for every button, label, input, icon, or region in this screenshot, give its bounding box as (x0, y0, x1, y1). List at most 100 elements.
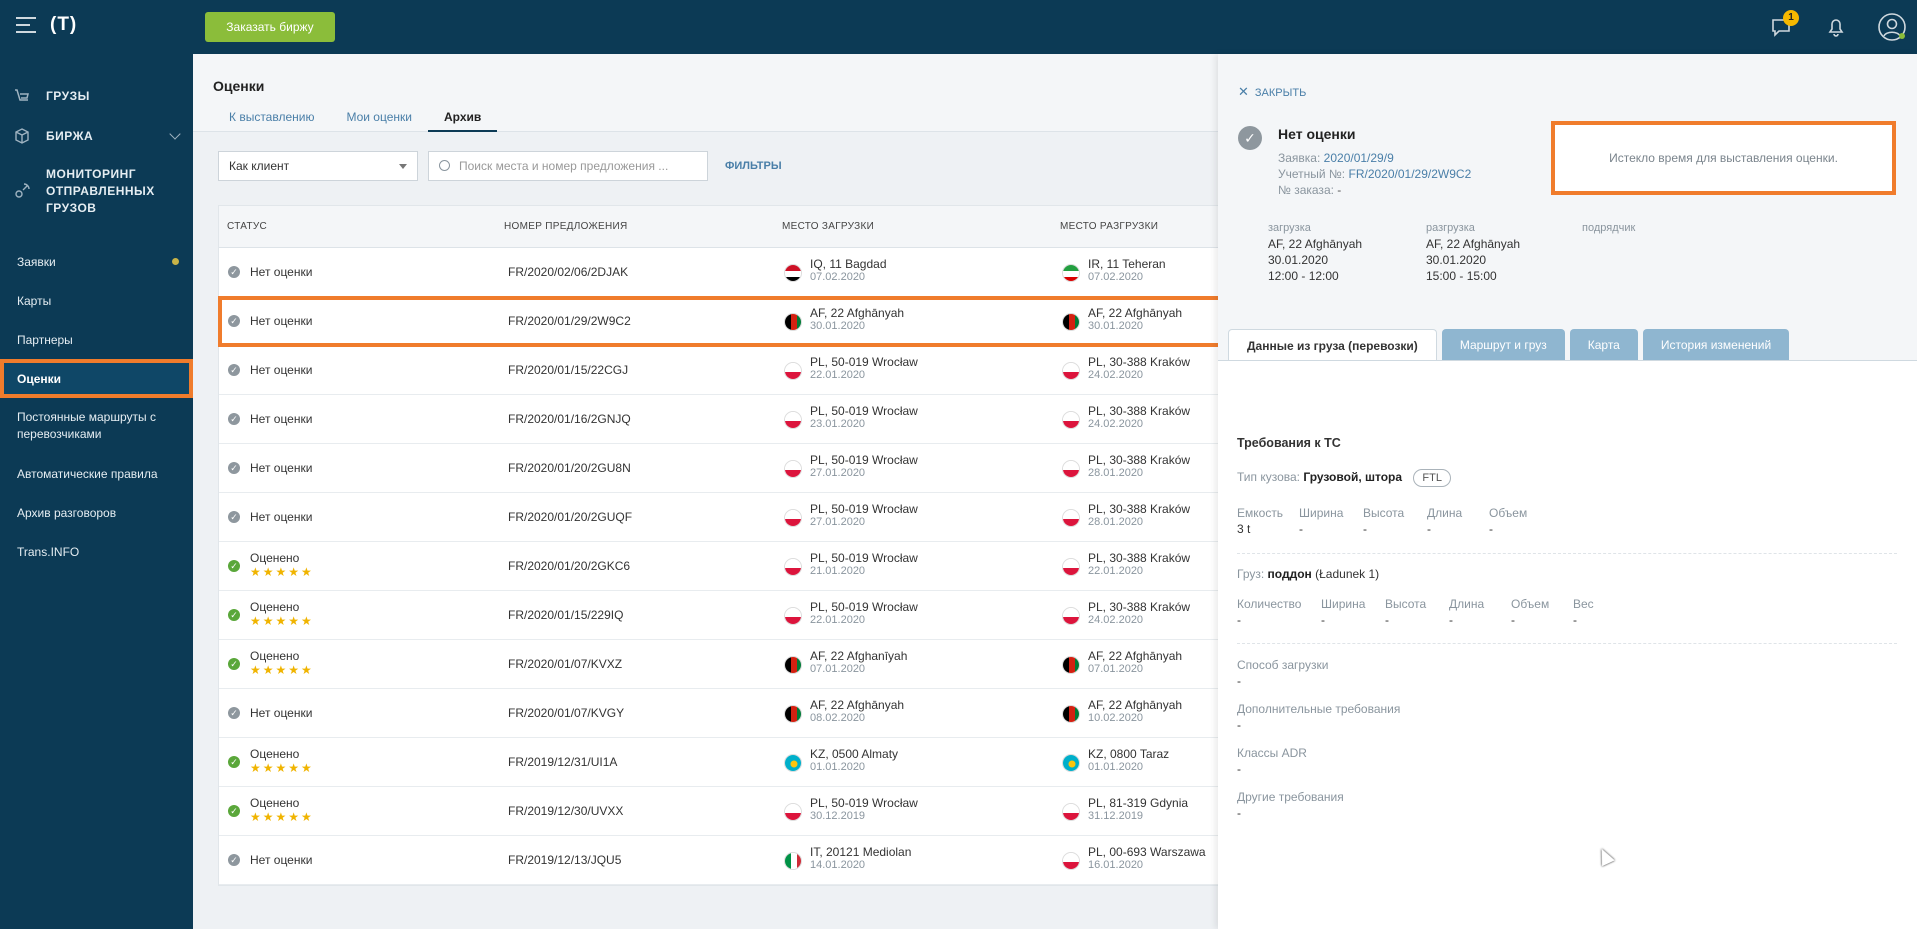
dimension-column: Ширина - (1299, 505, 1343, 537)
account-link[interactable]: FR/2020/01/29/2W9C2 (1348, 167, 1472, 181)
load-date: 22.01.2020 (810, 614, 866, 626)
menu-icon[interactable] (16, 17, 36, 33)
dimension-value: - (1489, 522, 1493, 536)
offer-number[interactable]: FR/2020/01/15/229IQ (508, 608, 624, 622)
offer-number[interactable]: FR/2020/01/20/2GUQF (508, 510, 633, 524)
table-row[interactable]: ✓ Оценено ★★★★★ FR/2019/12/30/UVXX PL, 50-01… (219, 787, 1417, 836)
tab-cargo-data[interactable]: Данные из груза (перевозки) (1228, 329, 1437, 361)
table-row[interactable]: ✓ Нет оценки FR/2020/01/20/2GUQF PL, 50-019… (219, 493, 1417, 542)
sidebar-item-requests[interactable]: Заявки (0, 242, 193, 281)
unload-date: 24.02.2020 (1088, 614, 1144, 626)
table-row[interactable]: ✓ Нет оценки FR/2020/02/06/2DJAK IQ, 11 Bag… (219, 248, 1417, 297)
table-row[interactable]: ✓ Оценено ★★★★★ FR/2019/12/31/UI1A KZ, 0500 … (219, 738, 1417, 787)
table-row[interactable]: ✓ Нет оценки FR/2020/01/20/2GU8N PL, 50-019… (219, 444, 1417, 493)
logo[interactable]: (T) (50, 14, 78, 35)
status-cell: Нет оценки (250, 461, 312, 475)
tab-map[interactable]: Карта (1569, 329, 1638, 361)
status-check-icon: ✓ (228, 413, 240, 425)
table-row[interactable]: ✓ Нет оценки FR/2019/12/13/JQU5 IT, 20121 M… (219, 836, 1417, 885)
sidebar-item-auto-rules[interactable]: Автоматические правила (0, 454, 193, 493)
load-date: 27.01.2020 (810, 467, 866, 479)
loading-place: AF, 22 Afghānyah (1268, 237, 1363, 251)
status-text: Оценено (250, 649, 300, 663)
status-cell: Оценено ★★★★★ (250, 551, 314, 579)
offer-number[interactable]: FR/2020/01/07/KVXZ (508, 657, 623, 671)
sidebar-item-transinfo[interactable]: Trans.INFO (0, 532, 193, 571)
unload-date: 07.02.2020 (1088, 271, 1144, 283)
load-date: 27.01.2020 (810, 516, 866, 528)
load-place: PL, 50-019 Wrocław (810, 600, 918, 614)
offer-number[interactable]: FR/2020/01/07/KVGY (508, 706, 625, 720)
sidebar-item-routes[interactable]: Постоянные маршруты с перевозчиками (0, 398, 193, 454)
load-date: 30.01.2020 (810, 320, 866, 332)
role-select[interactable]: Как клиент (218, 151, 418, 181)
dimension-value: - (1573, 613, 1577, 627)
expired-notice: Истекло время для выставления оценки. (1551, 121, 1896, 195)
offer-number[interactable]: FR/2020/01/16/2GNJQ (508, 412, 631, 426)
search-input[interactable]: Поиск места и номер предложения ... (428, 151, 708, 181)
filters-link[interactable]: ФИЛЬТРЫ (725, 160, 782, 172)
col-number[interactable]: НОМЕР ПРЕДЛОЖЕНИЯ (504, 221, 628, 232)
offer-number[interactable]: FR/2020/01/15/22CGJ (508, 363, 629, 377)
sidebar-item-cargo[interactable]: ГРУЗЫ (0, 76, 193, 116)
offer-number[interactable]: FR/2020/02/06/2DJAK (508, 265, 629, 279)
flag-pl-icon (1062, 558, 1080, 576)
search-icon (439, 160, 450, 171)
unload-place-cell: PL, 30-388 Kraków 28.01.2020 (1088, 502, 1190, 528)
load-place: KZ, 0500 Almaty (810, 747, 899, 761)
sidebar-item-label: Автоматические правила (17, 466, 158, 481)
close-button[interactable]: ✕ ЗАКРЫТЬ (1238, 84, 1306, 100)
sidebar-item-label: Партнеры (17, 332, 73, 347)
sidebar-item-monitoring[interactable]: МОНИТОРИНГ ОТПРАВЛЕННЫХ ГРУЗОВ (0, 156, 193, 226)
table-row[interactable]: ✓ Оценено ★★★★★ FR/2020/01/15/229IQ PL, 50-0… (219, 591, 1417, 640)
body-type-label: Тип кузова: (1237, 470, 1301, 484)
tab-my-ratings[interactable]: Мои оценки (346, 110, 412, 124)
sidebar-item-chat-archive[interactable]: Архив разговоров (0, 493, 193, 532)
unload-date: 28.01.2020 (1088, 467, 1144, 479)
dimension-value: - (1385, 613, 1389, 627)
sidebar-item-ratings[interactable]: Оценки (0, 359, 193, 398)
offer-number[interactable]: FR/2020/01/20/2GU8N (508, 461, 631, 475)
table-row[interactable]: ✓ Оценено ★★★★★ FR/2020/01/07/KVXZ AF, 22 Af… (219, 640, 1417, 689)
col-load[interactable]: МЕСТО ЗАГРУЗКИ (782, 221, 875, 232)
notification-dot (172, 258, 179, 265)
dimension-label: Количество (1237, 597, 1302, 611)
table-row[interactable]: ✓ Оценено ★★★★★ FR/2020/01/20/2GKC6 PL, 50-0… (219, 542, 1417, 591)
tab-to-rate[interactable]: К выставлению (229, 110, 315, 124)
status-text: Нет оценки (250, 853, 313, 867)
table-row[interactable]: ✓ Нет оценки FR/2020/01/16/2GNJQ PL, 50-019… (219, 395, 1417, 444)
unload-place: AF, 22 Afghānyah (1088, 649, 1183, 663)
sidebar-item-exchange[interactable]: БИРЖА (0, 116, 193, 156)
request-link[interactable]: 2020/01/29/9 (1323, 151, 1394, 165)
user-avatar-icon[interactable] (1877, 12, 1906, 41)
col-status[interactable]: СТАТУС (227, 221, 268, 232)
flag-iq-icon (784, 264, 802, 282)
col-unload[interactable]: МЕСТО РАЗГРУЗКИ (1060, 221, 1159, 232)
offer-number[interactable]: FR/2019/12/31/UI1A (508, 755, 618, 769)
tab-archive[interactable]: Архив (427, 106, 498, 132)
bell-icon[interactable] (1823, 14, 1849, 40)
load-place-cell: KZ, 0500 Almaty 01.01.2020 (810, 747, 898, 773)
order-exchange-button[interactable]: Заказать биржу (205, 12, 335, 42)
sidebar-item-label: Оценки (17, 371, 62, 386)
sidebar-item-partners[interactable]: Партнеры (0, 320, 193, 359)
sidebar-item-maps[interactable]: Карты (0, 281, 193, 320)
offer-number[interactable]: FR/2020/01/20/2GKC6 (508, 559, 631, 573)
tab-route-cargo[interactable]: Маршрут и груз (1441, 329, 1565, 361)
chevron-down-icon[interactable] (169, 128, 181, 140)
offer-number[interactable]: FR/2020/01/29/2W9C2 (508, 314, 631, 328)
request-label: Заявка: (1278, 151, 1321, 165)
table-row[interactable]: ✓ Нет оценки FR/2020/01/29/2W9C2 AF, 22 Afg… (218, 296, 1418, 347)
load-place: PL, 50-019 Wrocław (810, 502, 918, 516)
tab-history[interactable]: История изменений (1642, 329, 1790, 361)
table-row[interactable]: ✓ Нет оценки FR/2020/01/15/22CGJ PL, 50-019… (219, 346, 1417, 395)
status-check-icon: ✓ (228, 805, 240, 817)
unload-date: 22.01.2020 (1088, 565, 1144, 577)
flag-pl-icon (784, 460, 802, 478)
offer-number[interactable]: FR/2019/12/30/UVXX (508, 804, 624, 818)
messages-icon[interactable]: 1 (1769, 10, 1799, 40)
table-row[interactable]: ✓ Нет оценки FR/2020/01/07/KVGY AF, 22 Afgh… (219, 689, 1417, 738)
sidebar-item-label: Trans.INFO (17, 544, 80, 559)
load-place: AF, 22 Afghanīyah (810, 649, 908, 663)
offer-number[interactable]: FR/2019/12/13/JQU5 (508, 853, 622, 867)
